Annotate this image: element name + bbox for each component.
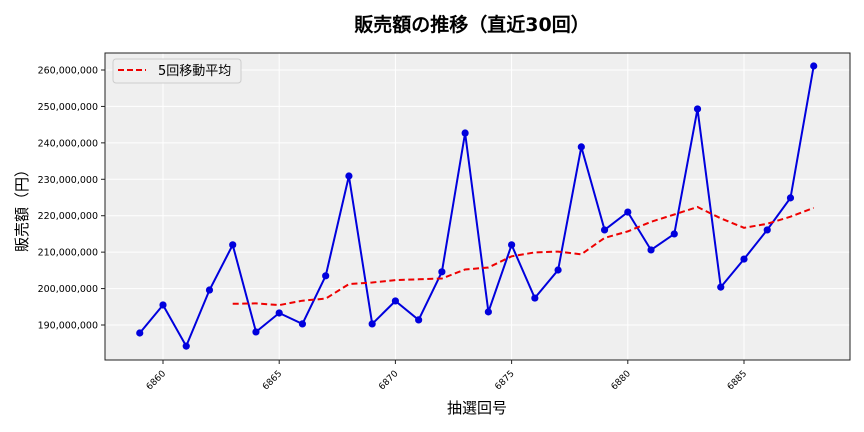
sales-marker [345,172,353,180]
grid-lines [105,53,850,360]
sales-marker [577,143,585,151]
y-tick-label: 200,000,000 [38,284,98,295]
sales-marker [531,294,539,302]
sales-marker [391,297,399,305]
sales-marker [508,241,516,249]
moving-average-line [232,205,815,307]
sales-marker [484,308,492,316]
y-tick-label: 230,000,000 [38,175,98,186]
x-tick-label: 6870 [377,369,400,392]
legend: 5回移動平均 [112,58,242,84]
sales-marker [600,226,609,234]
sales-marker [624,208,632,216]
y-tick-label: 210,000,000 [38,248,98,259]
legend-entry-moving-average: 5回移動平均 [158,64,231,79]
y-axis-ticks: 190,000,000 200,000,000 210,000,000 220,000… [38,66,105,332]
data-series [136,62,818,350]
sales-marker [159,301,167,309]
sales-marker [786,194,795,202]
legend-box [112,58,242,84]
y-tick-label: 240,000,000 [38,138,98,149]
sales-line [139,65,815,349]
x-axis-ticks: 6860 6865 6870 6875 6880 6885 [145,360,749,392]
y-tick-label: 260,000,000 [38,66,98,77]
sales-marker [182,342,190,350]
sales-marker [136,329,144,337]
sales-marker [647,246,655,254]
sales-marker [229,241,237,249]
sales-marker [205,286,214,294]
sales-marker [670,230,678,238]
x-axis-label: 抽選回号 [447,399,507,417]
x-tick-label: 6880 [610,369,633,392]
y-tick-label: 190,000,000 [38,321,98,332]
x-tick-label: 6860 [145,369,168,392]
y-tick-label: 220,000,000 [38,211,98,222]
sales-marker [298,320,307,328]
x-tick-label: 6875 [493,369,516,392]
sales-marker [693,105,702,113]
sales-marker [438,268,446,276]
sales-marker [415,316,423,324]
x-tick-label: 6865 [261,369,284,392]
chart-title: 販売額の推移（直近30回） [354,14,590,36]
y-tick-label: 250,000,000 [38,102,98,113]
y-axis-label: 販売額（円） [13,162,31,252]
sales-marker [322,272,330,280]
sales-marker [275,309,283,317]
sales-marker [368,320,376,328]
sales-marker [554,266,562,274]
sales-marker [252,328,260,336]
x-tick-label: 6885 [726,369,749,392]
sales-marker [810,62,818,70]
sales-marker [461,129,469,137]
sales-marker [740,255,748,263]
plot-frame [104,52,851,361]
sales-marker [717,283,725,291]
plot-area [105,53,850,360]
sales-marker [763,226,771,234]
